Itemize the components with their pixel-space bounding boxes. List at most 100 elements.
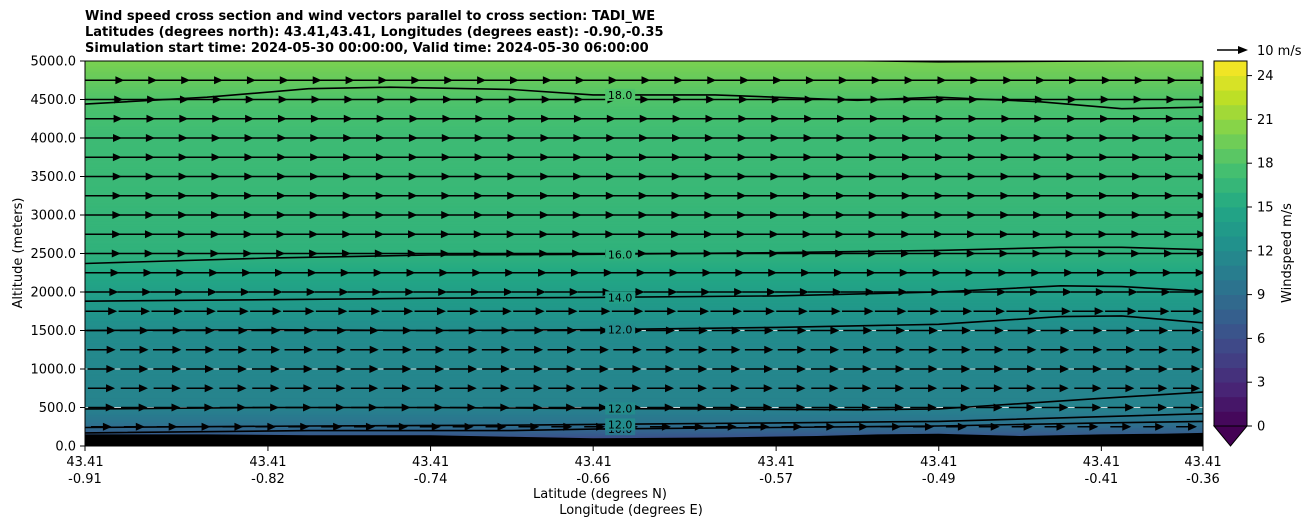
wind-vector — [1169, 288, 1203, 296]
wind-vector — [1039, 307, 1071, 316]
wind-vector — [581, 384, 609, 393]
speed-band — [85, 268, 1203, 272]
speed-band — [85, 275, 1203, 278]
speed-band — [85, 344, 1203, 347]
colorbar-extend-min — [1212, 425, 1249, 447]
wind-vector — [515, 384, 543, 393]
wind-vector — [744, 326, 774, 335]
speed-band — [85, 364, 1203, 367]
wind-vector — [149, 268, 186, 277]
wind-vector — [383, 345, 412, 354]
wind-vector — [1107, 384, 1135, 393]
wind-vector — [251, 365, 280, 373]
wind-vector — [975, 365, 1004, 373]
colorbar-tick-label: 15 — [1257, 201, 1274, 216]
speed-band — [85, 355, 1203, 358]
contour-label: 12.0 — [608, 324, 633, 337]
chart-title: Wind speed cross section and wind vector… — [85, 9, 664, 56]
wind-vector — [1167, 249, 1203, 258]
wind-vector — [709, 288, 744, 296]
speed-band — [85, 402, 1203, 406]
speed-band — [85, 168, 1203, 171]
wind-vector — [676, 288, 711, 296]
speed-band — [85, 210, 1203, 213]
wind-vector — [1044, 422, 1066, 431]
speed-band — [85, 304, 1203, 307]
wind-vector — [745, 384, 773, 393]
speed-band — [85, 71, 1203, 74]
speed-band — [85, 333, 1203, 336]
speed-band — [85, 392, 1203, 395]
speed-band — [85, 409, 1203, 412]
speed-band — [85, 165, 1203, 168]
wind-vector — [313, 268, 350, 277]
speed-band — [85, 382, 1203, 385]
speed-band — [85, 282, 1203, 285]
wind-vector — [744, 345, 774, 354]
colorbar-segment — [1214, 134, 1247, 149]
speed-band — [85, 110, 1203, 113]
speed-band — [85, 298, 1203, 301]
wind-vector — [839, 268, 876, 277]
wind-vector — [117, 288, 152, 296]
colorbar-segment — [1214, 192, 1247, 208]
wind-vector — [381, 307, 414, 316]
wind-vector — [281, 288, 316, 296]
wind-vector — [1005, 288, 1040, 296]
speed-band — [85, 247, 1203, 250]
y-tick-label: 3000.0 — [31, 209, 77, 224]
speed-band — [85, 322, 1203, 325]
y-tick-label: 500.0 — [39, 401, 76, 416]
wind-vector — [777, 326, 807, 335]
speed-band — [85, 230, 1203, 233]
wind-vector — [280, 268, 317, 277]
quiver-key: 10 m/s — [1217, 44, 1302, 59]
wind-vector — [971, 268, 1008, 277]
speed-band — [85, 350, 1203, 353]
wind-vector — [972, 288, 1007, 296]
wind-vector — [1164, 95, 1203, 104]
speed-band — [85, 199, 1203, 202]
wind-vector — [712, 365, 741, 373]
colorbar-tick-label: 24 — [1257, 69, 1274, 84]
wind-vector — [186, 384, 214, 393]
wind-vector — [284, 345, 313, 354]
speed-band — [85, 279, 1203, 282]
wind-vector — [909, 365, 938, 373]
wind-vector — [449, 384, 477, 393]
wind-vector — [543, 268, 580, 277]
wind-vector — [643, 288, 678, 296]
speed-band — [85, 87, 1203, 90]
contour-line — [85, 420, 1203, 434]
wind-vector — [646, 384, 675, 393]
wind-vector — [1166, 172, 1203, 181]
speed-band — [85, 239, 1203, 242]
wind-vector — [482, 384, 510, 393]
wind-vector — [1008, 384, 1036, 393]
speed-band — [85, 435, 1203, 438]
speed-band — [85, 201, 1203, 204]
wind-vector — [1040, 326, 1070, 335]
wind-vector — [872, 268, 909, 277]
wind-vector — [85, 288, 119, 296]
wind-vector — [480, 307, 512, 316]
colorbar-tick-label: 18 — [1257, 157, 1274, 172]
wind-vector — [1166, 134, 1203, 142]
speed-band — [85, 205, 1203, 208]
speed-band — [85, 285, 1203, 288]
wind-vector — [547, 365, 576, 373]
colorbar-segment — [1214, 75, 1247, 91]
speed-band — [85, 347, 1203, 350]
speed-band — [85, 61, 1203, 64]
contour-label-bg — [605, 418, 636, 431]
x-axis-label-longitude: Longitude (degrees E) — [559, 503, 703, 518]
wind-vector — [942, 365, 971, 373]
wind-vector — [449, 365, 478, 373]
y-tick-label: 1000.0 — [31, 363, 77, 378]
contour-line — [85, 86, 1203, 110]
wind-vector — [217, 307, 249, 316]
wind-vector — [580, 345, 609, 354]
colorbar-segment — [1214, 250, 1247, 266]
wind-vector — [945, 422, 967, 431]
